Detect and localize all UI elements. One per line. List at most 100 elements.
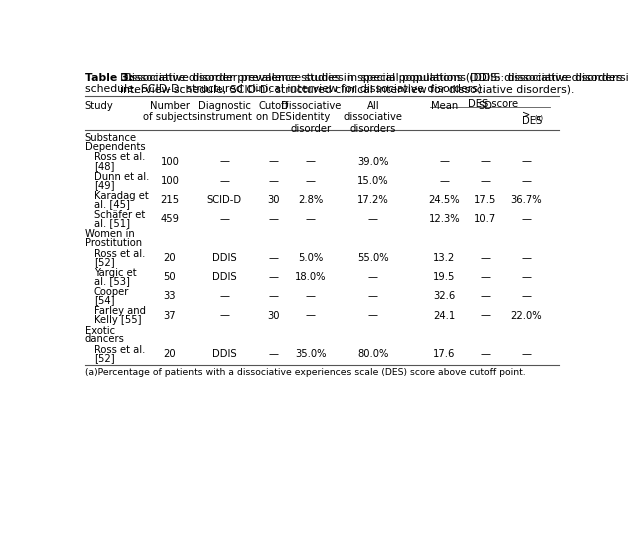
Text: 18.0%: 18.0%	[295, 272, 327, 282]
Text: —: —	[440, 157, 449, 167]
Text: —: —	[219, 311, 229, 320]
Text: —: —	[521, 291, 531, 301]
Text: —: —	[269, 272, 279, 282]
Text: Cutoff
on DES: Cutoff on DES	[256, 101, 291, 123]
Text: Yargic et: Yargic et	[94, 268, 137, 278]
Text: Women in: Women in	[85, 229, 134, 240]
Text: 459: 459	[160, 214, 180, 224]
Text: SD: SD	[479, 101, 492, 111]
Text: 13.2: 13.2	[433, 253, 455, 263]
Text: —: —	[219, 214, 229, 224]
Text: Ross et al.: Ross et al.	[94, 152, 145, 162]
Text: —: —	[521, 349, 531, 359]
Text: 15.0%: 15.0%	[357, 176, 389, 186]
Text: Cooper: Cooper	[94, 287, 129, 297]
Text: 36.7%: 36.7%	[511, 195, 542, 205]
Text: [52]: [52]	[94, 353, 115, 363]
Text: 55.0%: 55.0%	[357, 253, 389, 263]
Text: 17.5: 17.5	[474, 195, 497, 205]
Text: 12.3%: 12.3%	[428, 214, 460, 224]
Text: [54]: [54]	[94, 296, 114, 306]
Text: —: —	[269, 253, 279, 263]
Text: al. [51]: al. [51]	[94, 218, 130, 228]
Text: —: —	[269, 291, 279, 301]
Text: —: —	[306, 176, 316, 186]
Text: —: —	[306, 291, 316, 301]
Text: 32.6: 32.6	[433, 291, 455, 301]
Text: [52]: [52]	[94, 257, 115, 267]
Text: 24.5%: 24.5%	[428, 195, 460, 205]
Text: Dunn et al.: Dunn et al.	[94, 172, 149, 182]
Text: 30: 30	[268, 195, 280, 205]
Text: —: —	[368, 311, 378, 320]
Text: 37: 37	[164, 311, 176, 320]
Text: —: —	[368, 291, 378, 301]
Text: DDIS: DDIS	[212, 349, 237, 359]
Text: —: —	[306, 214, 316, 224]
Text: DES score: DES score	[468, 99, 518, 109]
Text: Dependents: Dependents	[85, 141, 145, 152]
Text: Ross et al.: Ross et al.	[94, 345, 145, 355]
Text: —: —	[521, 214, 531, 224]
Text: —: —	[306, 311, 316, 320]
Text: Ross et al.: Ross et al.	[94, 248, 145, 258]
Text: al. [45]: al. [45]	[94, 199, 130, 209]
Text: Dissociative
identity
disorder: Dissociative identity disorder	[281, 101, 341, 134]
Text: —: —	[480, 349, 490, 359]
Text: (a): (a)	[534, 115, 543, 121]
Text: —: —	[480, 272, 490, 282]
Text: [48]: [48]	[94, 161, 114, 171]
Text: 17.2%: 17.2%	[357, 195, 389, 205]
Text: —: —	[269, 214, 279, 224]
Text: (a)Percentage of patients with a dissociative experiences scale (DES) score abov: (a)Percentage of patients with a dissoci…	[85, 368, 526, 377]
Text: All
dissociative
disorders: All dissociative disorders	[344, 101, 403, 134]
Text: 100: 100	[161, 157, 180, 167]
Text: Dissociative disorder prevalence studies in special populations (DDIS: dissociat: Dissociative disorder prevalence studies…	[121, 73, 626, 95]
Text: —: —	[219, 176, 229, 186]
Text: 215: 215	[160, 195, 180, 205]
Text: 100: 100	[161, 176, 180, 186]
Text: Kelly [55]: Kelly [55]	[94, 315, 141, 325]
Text: —: —	[480, 291, 490, 301]
Text: 19.5: 19.5	[433, 272, 455, 282]
Text: 35.0%: 35.0%	[295, 349, 327, 359]
Text: DES: DES	[522, 116, 542, 126]
Text: Prostitution: Prostitution	[85, 238, 142, 248]
Text: —: —	[480, 253, 490, 263]
Text: 17.6: 17.6	[433, 349, 455, 359]
Text: 80.0%: 80.0%	[357, 349, 389, 359]
Text: 33: 33	[164, 291, 176, 301]
Text: —: —	[521, 272, 531, 282]
Text: —: —	[480, 176, 490, 186]
Text: al. [53]: al. [53]	[94, 276, 130, 286]
Text: —: —	[368, 272, 378, 282]
Text: 2.8%: 2.8%	[298, 195, 323, 205]
Text: dancers: dancers	[85, 334, 124, 344]
Text: schedule, SCID-D: structured clinical interview for dissociative disorders).: schedule, SCID-D: structured clinical in…	[85, 83, 485, 93]
Text: —: —	[306, 157, 316, 167]
Text: —: —	[521, 157, 531, 167]
Text: —: —	[480, 311, 490, 320]
Text: Exotic: Exotic	[85, 325, 115, 335]
Text: 24.1: 24.1	[433, 311, 455, 320]
Text: —: —	[480, 157, 490, 167]
Text: —: —	[368, 214, 378, 224]
Text: —: —	[521, 176, 531, 186]
Text: >: >	[522, 109, 531, 119]
Text: —: —	[440, 176, 449, 186]
Text: 20: 20	[164, 349, 176, 359]
Text: Dissociative disorder prevalence studies in special populations (DDIS: dissociat: Dissociative disorder prevalence studies…	[121, 73, 628, 83]
Text: Substance: Substance	[85, 133, 137, 143]
Text: 10.7: 10.7	[474, 214, 497, 224]
Text: Karadag et: Karadag et	[94, 191, 149, 201]
Text: —: —	[269, 176, 279, 186]
Text: DDIS: DDIS	[212, 253, 237, 263]
Text: Table 3:: Table 3:	[85, 73, 133, 83]
Text: 50: 50	[164, 272, 176, 282]
Text: Schäfer et: Schäfer et	[94, 210, 145, 220]
Text: —: —	[269, 349, 279, 359]
Text: Farley and: Farley and	[94, 306, 146, 316]
Text: 30: 30	[268, 311, 280, 320]
Text: —: —	[219, 157, 229, 167]
Text: [49]: [49]	[94, 180, 114, 190]
